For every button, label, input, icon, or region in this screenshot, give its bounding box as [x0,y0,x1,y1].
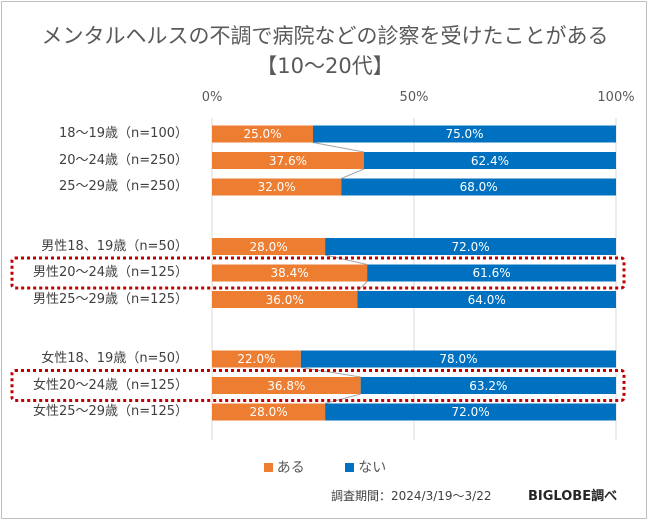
data-label-7-series-1: 63.2% [469,378,508,393]
bar-0-series-0 [212,125,313,143]
bar-2-series-1 [341,178,616,196]
series-line-4 [357,281,368,292]
bar-7-series-0 [212,377,361,394]
bar-5-series-0 [212,291,358,308]
x-tick-label-1: 50% [399,90,429,105]
legend: ある ない [0,457,650,477]
data-label-1-series-0: 37.6% [268,153,307,168]
legend-swatch-nai [345,462,355,472]
category-label-5: 男性25～29歳（n=125） [32,291,188,307]
brand-credit: BIGLOBE調べ [528,489,618,504]
data-label-0-series-1: 75.0% [445,127,484,141]
data-label-4-series-0: 38.4% [270,266,309,280]
category-label-0: 18～19歳（n=100） [58,126,188,141]
x-tick-label-2: 100% [597,90,635,105]
category-label-2: 25～29歳（n=250） [58,179,188,194]
data-label-6-series-1: 78.0% [439,352,478,366]
series-line-1 [341,168,365,179]
bar-0-series-1 [313,125,616,143]
data-label-3-series-1: 72.0% [451,239,490,254]
survey-period-note: 調査期間：2024/3/19～3/22 [331,489,492,503]
category-label-7: 女性20～24歳（n=125） [32,377,188,393]
chart-title: メンタルヘルスの不調で病院などの診察を受けたことがある [41,24,609,48]
highlight-box-4 [10,256,626,290]
series-line-3 [325,254,368,265]
legend-label-aru: ある [276,460,305,476]
data-label-8-series-1: 72.0% [451,405,490,419]
x-tick-label-0: 0% [201,90,223,105]
data-label-4-series-1: 61.6% [472,266,511,280]
legend-item-nai: ない [345,457,386,477]
bar-4-series-1 [367,264,616,282]
data-label-6-series-0: 22.0% [237,352,276,366]
bar-6-series-1 [300,350,616,368]
bar-4-series-0 [212,264,368,282]
legend-label-nai: ない [358,460,387,476]
bar-2-series-0 [212,178,342,196]
legend-item-aru: ある [263,457,305,477]
data-label-5-series-0: 36.0% [265,292,304,307]
data-label-2-series-1: 68.0% [459,180,498,194]
chart-subtitle: 【10～20代】 [256,54,394,78]
bar-5-series-1 [357,291,616,308]
category-label-8: 女性25～29歳（n=125） [32,404,188,419]
data-label-8-series-0: 28.0% [249,405,288,419]
legend-swatch-aru [263,462,273,472]
bar-8-series-0 [212,403,326,421]
series-line-6 [300,367,361,378]
series-line-7 [324,393,361,404]
bar-6-series-0 [212,350,301,368]
bar-8-series-1 [325,403,616,421]
data-label-3-series-0: 28.0% [249,239,288,254]
highlight-box-7 [10,369,626,402]
data-label-7-series-0: 36.8% [267,378,306,393]
series-line-0 [312,142,364,153]
data-label-1-series-1: 62.4% [470,153,509,168]
bar-1-series-1 [363,152,616,169]
category-label-6: 女性18、19歳（n=50） [41,351,188,366]
bar-3-series-1 [325,238,616,255]
data-label-0-series-0: 25.0% [243,127,282,141]
data-label-2-series-0: 32.0% [257,180,296,194]
category-label-3: 男性18、19歳（n=50） [41,238,188,254]
category-label-1: 20～24歳（n=250） [58,152,188,168]
bar-3-series-0 [212,238,326,255]
category-label-4: 男性20～24歳（n=125） [32,265,188,280]
data-label-5-series-1: 64.0% [467,292,506,307]
bar-7-series-1 [360,377,616,394]
bar-1-series-0 [212,152,364,169]
